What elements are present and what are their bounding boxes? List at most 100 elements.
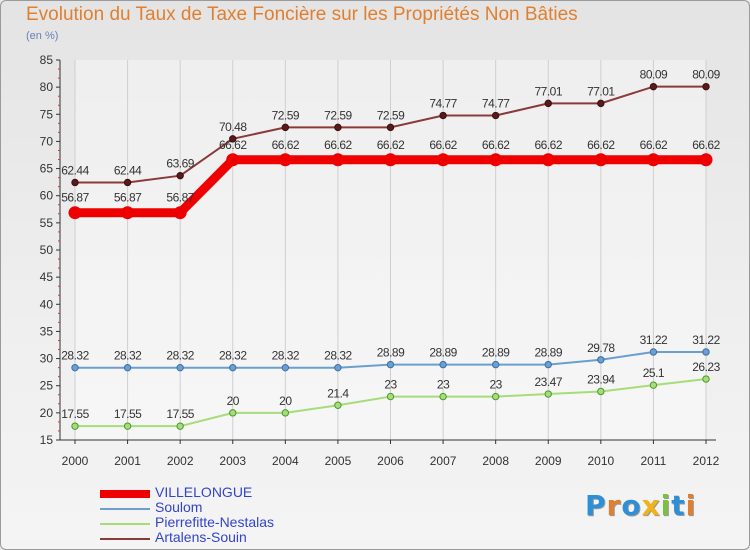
data-point	[649, 348, 658, 356]
data-point	[699, 153, 713, 167]
y-tick-label: 65	[40, 162, 54, 176]
data-label: 23	[489, 378, 502, 392]
x-tick-label: 2011	[641, 454, 667, 468]
logo-letter: P	[585, 489, 607, 522]
y-tick-label: 35	[40, 324, 54, 338]
data-point	[491, 360, 500, 369]
data-label: 56.87	[166, 191, 194, 205]
data-point	[123, 178, 132, 187]
logo-letter: o	[621, 489, 642, 522]
data-label: 56.87	[114, 191, 142, 205]
legend-label: Soulom	[155, 499, 203, 515]
data-label: 72.59	[272, 108, 300, 122]
data-point	[544, 390, 552, 398]
data-point	[278, 153, 292, 167]
data-label: 20	[227, 394, 240, 408]
data-label: 23	[437, 378, 450, 392]
data-point	[491, 111, 500, 120]
data-label: 74.77	[429, 97, 457, 111]
data-point	[71, 363, 79, 372]
data-point	[176, 171, 184, 180]
data-label: 17.55	[61, 407, 89, 421]
data-label: 28.89	[534, 346, 562, 360]
data-point	[386, 360, 395, 369]
data-label: 62.44	[61, 163, 89, 177]
data-point	[334, 123, 342, 132]
data-label: 17.55	[166, 407, 194, 421]
data-label: 80.09	[692, 68, 720, 82]
data-label: 28.32	[61, 349, 89, 363]
data-label: 70.48	[219, 120, 247, 134]
grid	[74, 60, 707, 440]
data-point	[702, 82, 710, 91]
data-label: 56.87	[61, 191, 89, 205]
legend-label: VILLELONGUE	[155, 484, 253, 500]
data-point	[281, 123, 290, 132]
data-labels: 56.87 56.87 56.87 66.62 66.62 66.62 66.62 66.62…	[61, 68, 721, 422]
data-label: 17.55	[114, 407, 142, 421]
data-point	[544, 360, 552, 369]
data-label: 66.62	[272, 138, 300, 152]
legend-label: Artalens-Souin	[155, 529, 247, 545]
y-tick-label: 75	[40, 107, 54, 121]
data-point	[331, 153, 345, 167]
data-label: 23.47	[534, 375, 562, 389]
x-tick-label: 2004	[272, 454, 299, 468]
line-chart: 15 20 25 30 35 40 45 50 55 60 65 70 75 80 85 2000 2001 20…	[40, 53, 721, 468]
y-tick-label: 40	[40, 297, 54, 311]
data-label: 77.01	[587, 84, 615, 98]
proxiti-logo: Proxiti	[585, 489, 696, 522]
data-label: 72.59	[324, 108, 352, 122]
data-label: 72.59	[377, 108, 405, 122]
y-tick-label: 85	[40, 53, 54, 67]
x-tick-label: 2008	[482, 454, 509, 468]
data-label: 66.62	[692, 138, 720, 152]
data-label: 26.23	[692, 360, 720, 374]
data-label: 25.1	[643, 366, 665, 380]
data-label: 66.62	[377, 138, 405, 152]
data-label: 21.4	[327, 386, 349, 400]
data-label: 28.32	[114, 349, 142, 363]
y-unit-label: (en %)	[26, 30, 59, 42]
logo-letter: r	[606, 489, 622, 522]
data-point	[649, 381, 658, 389]
data-point	[68, 206, 82, 220]
x-tick-label: 2003	[219, 454, 246, 468]
y-tick-label: 25	[40, 379, 54, 393]
data-point	[702, 348, 710, 356]
data-label: 63.69	[166, 157, 194, 171]
legend-label: Pierrefitte-Nestalas	[155, 514, 275, 530]
y-tick-label: 45	[40, 270, 54, 284]
y-tick-label: 30	[40, 352, 54, 366]
data-point	[541, 153, 555, 167]
data-point	[597, 99, 605, 108]
data-label: 28.32	[272, 349, 300, 363]
data-point	[123, 363, 132, 372]
data-point	[176, 422, 184, 430]
y-tick-label: 15	[40, 433, 54, 447]
data-point	[71, 422, 79, 430]
x-tick-label: 2000	[62, 454, 89, 468]
data-point	[439, 360, 447, 369]
data-label: 62.44	[114, 163, 142, 177]
logo-letter: x	[641, 489, 661, 522]
data-label: 31.22	[692, 333, 720, 347]
data-point	[229, 135, 237, 143]
data-label: 29.78	[587, 341, 615, 355]
data-label: 74.77	[482, 97, 510, 111]
logo-letter: i	[660, 489, 672, 522]
data-point	[384, 153, 397, 167]
data-label: 66.62	[429, 138, 457, 152]
data-label: 31.22	[640, 333, 668, 347]
data-point	[176, 363, 184, 372]
data-label: 23.94	[587, 372, 615, 386]
data-point	[229, 409, 237, 417]
data-point	[281, 363, 290, 372]
legend-item: Pierrefitte-Nestalas	[100, 514, 360, 531]
chart-title: Evolution du Taux de Taxe Foncière sur l…	[26, 4, 578, 25]
legend: VILLELONGUE Soulom Pierrefitte-Nestalas Art…	[100, 484, 360, 546]
data-label: 80.09	[640, 68, 668, 82]
legend-swatch	[100, 537, 150, 540]
legend-item: Artalens-Souin	[100, 529, 360, 546]
